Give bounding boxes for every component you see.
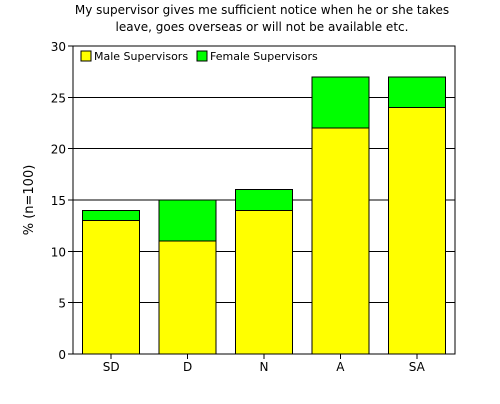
legend-label-series-2: Female Supervisors — [210, 50, 318, 63]
y-tick-label: 5 — [58, 297, 66, 311]
bar-segment-d-series-1 — [158, 240, 217, 355]
y-ticks: 0 5 10 15 20 25 30 — [51, 40, 73, 362]
bar-segment-n-series-2 — [235, 189, 293, 211]
bar-segment-sd-series-2 — [82, 209, 141, 222]
x-ticks: SD D N A SA — [103, 354, 426, 374]
bars — [82, 76, 446, 355]
legend-swatch-series-2 — [196, 50, 208, 62]
bar-segment-a-series-1 — [311, 127, 370, 355]
y-tick-label: 20 — [51, 143, 66, 157]
y-tick-label: 10 — [51, 245, 66, 259]
y-tick-label: 25 — [51, 91, 66, 105]
y-axis-label: % (n=100) — [22, 165, 37, 236]
legend-label-series-1: Male Supervisors — [94, 50, 188, 63]
x-tick-label: N — [260, 360, 269, 374]
x-tick-label: SA — [409, 360, 426, 374]
y-tick-label: 30 — [51, 40, 66, 54]
bar-segment-sa-series-2 — [387, 76, 446, 109]
chart-title-line-2: leave, goes overseas or will not be avai… — [116, 20, 409, 34]
bar-segment-d-series-2 — [158, 199, 217, 242]
legend-swatch-series-1 — [80, 50, 92, 62]
bar-segment-a-series-2 — [311, 76, 370, 129]
bar-segment-n-series-1 — [235, 209, 293, 355]
bar-segment-sa-series-1 — [387, 107, 446, 355]
x-tick-label: SD — [103, 360, 120, 374]
legend: Male Supervisors Female Supervisors — [80, 50, 318, 63]
chart-title-line-1: My supervisor gives me sufficient notice… — [75, 3, 449, 17]
x-tick-label: A — [336, 360, 345, 374]
y-tick-label: 0 — [58, 348, 66, 362]
x-tick-label: D — [183, 360, 192, 374]
bar-segment-sd-series-1 — [82, 220, 141, 355]
y-tick-label: 15 — [51, 194, 66, 208]
